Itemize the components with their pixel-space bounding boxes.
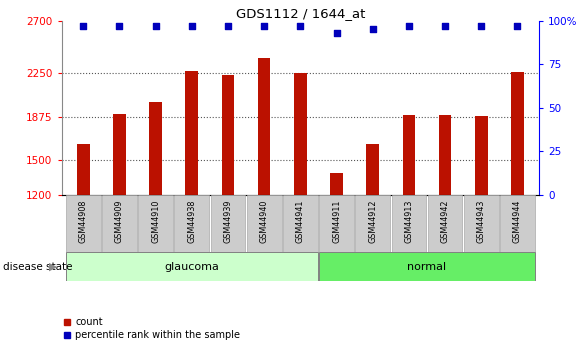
Legend: count, percentile rank within the sample: count, percentile rank within the sample (63, 317, 240, 340)
Point (151, 23, 161, 29)
Text: GSM44941: GSM44941 (296, 199, 305, 243)
Text: GSM44913: GSM44913 (404, 199, 413, 243)
Bar (222, 75, 234, 195)
Text: GSM44910: GSM44910 (151, 199, 160, 243)
Bar (175, 195, 209, 252)
Bar (511, 72, 524, 195)
Point (115, 23, 124, 29)
Bar (149, 102, 162, 195)
Bar (77, 144, 90, 195)
Point (513, 23, 522, 29)
Text: GSM44939: GSM44939 (223, 199, 233, 243)
Text: ▶: ▶ (49, 262, 57, 272)
Bar (330, 173, 343, 195)
Bar (247, 195, 281, 252)
Text: GSM44942: GSM44942 (441, 199, 449, 243)
Text: GSM44938: GSM44938 (188, 199, 196, 243)
Text: GSM44912: GSM44912 (368, 199, 377, 243)
Bar (102, 195, 137, 252)
Bar (113, 114, 126, 195)
Text: GSM44908: GSM44908 (79, 199, 88, 243)
Bar (366, 144, 379, 195)
Text: normal: normal (407, 262, 447, 272)
Text: GSM44909: GSM44909 (115, 199, 124, 243)
Point (260, 23, 269, 29)
Bar (319, 252, 535, 281)
Text: GSM44940: GSM44940 (260, 199, 268, 243)
Text: disease state: disease state (3, 262, 73, 272)
Bar (439, 115, 451, 195)
Point (332, 30, 341, 36)
Bar (403, 115, 415, 195)
Bar (210, 195, 246, 252)
Bar (428, 195, 462, 252)
Bar (355, 195, 390, 252)
Bar (66, 252, 318, 281)
Bar (283, 195, 318, 252)
Bar (500, 195, 535, 252)
Text: GSM44911: GSM44911 (332, 199, 341, 243)
Bar (475, 116, 488, 195)
Point (476, 23, 486, 29)
Text: glaucoma: glaucoma (164, 262, 219, 272)
Title: GDS1112 / 1644_at: GDS1112 / 1644_at (236, 7, 365, 20)
Bar (319, 195, 354, 252)
Point (187, 23, 196, 29)
Point (296, 23, 305, 29)
Bar (138, 195, 173, 252)
Point (223, 23, 233, 29)
Bar (294, 73, 306, 195)
Point (404, 23, 414, 29)
Bar (185, 71, 198, 195)
Bar (391, 195, 426, 252)
Text: GSM44944: GSM44944 (513, 199, 522, 243)
Bar (66, 195, 101, 252)
Point (440, 23, 449, 29)
Point (79, 23, 88, 29)
Text: GSM44943: GSM44943 (477, 199, 486, 243)
Bar (258, 58, 271, 195)
Point (368, 27, 377, 32)
Bar (464, 195, 499, 252)
